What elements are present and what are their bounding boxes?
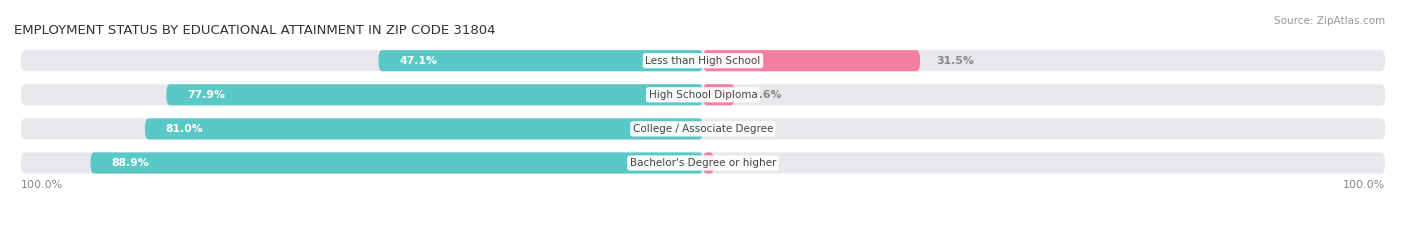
FancyBboxPatch shape [21, 152, 1385, 174]
FancyBboxPatch shape [21, 118, 1385, 140]
Text: High School Diploma: High School Diploma [648, 90, 758, 100]
Text: 100.0%: 100.0% [21, 180, 63, 190]
FancyBboxPatch shape [90, 152, 703, 174]
Text: 100.0%: 100.0% [1343, 180, 1385, 190]
Text: 77.9%: 77.9% [187, 90, 225, 100]
Text: Source: ZipAtlas.com: Source: ZipAtlas.com [1274, 16, 1385, 26]
FancyBboxPatch shape [21, 50, 1385, 71]
FancyBboxPatch shape [378, 50, 703, 71]
Text: Bachelor's Degree or higher: Bachelor's Degree or higher [630, 158, 776, 168]
FancyBboxPatch shape [703, 152, 714, 174]
Text: 1.6%: 1.6% [731, 158, 761, 168]
Text: 47.1%: 47.1% [399, 56, 437, 66]
Text: 88.9%: 88.9% [111, 158, 149, 168]
FancyBboxPatch shape [703, 50, 920, 71]
FancyBboxPatch shape [145, 118, 703, 140]
Text: Less than High School: Less than High School [645, 56, 761, 66]
Text: EMPLOYMENT STATUS BY EDUCATIONAL ATTAINMENT IN ZIP CODE 31804: EMPLOYMENT STATUS BY EDUCATIONAL ATTAINM… [14, 24, 495, 37]
Text: 0.0%: 0.0% [720, 124, 749, 134]
Text: 31.5%: 31.5% [936, 56, 974, 66]
FancyBboxPatch shape [703, 84, 735, 105]
Text: 81.0%: 81.0% [166, 124, 204, 134]
FancyBboxPatch shape [166, 84, 703, 105]
Text: College / Associate Degree: College / Associate Degree [633, 124, 773, 134]
Text: 4.6%: 4.6% [751, 90, 782, 100]
Legend: In Labor Force, Unemployed: In Labor Force, Unemployed [599, 230, 807, 233]
FancyBboxPatch shape [21, 84, 1385, 105]
